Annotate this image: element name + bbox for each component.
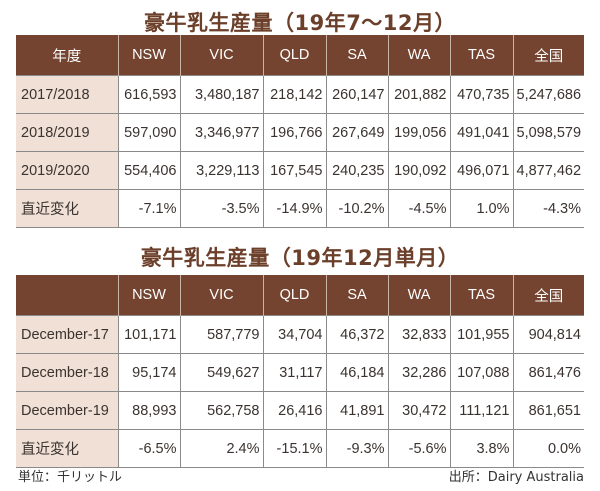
table-cell: 549,627 [179, 353, 264, 392]
source-note: 出所：Dairy Australia [448, 470, 584, 485]
table-row: 直近変化 -7.1% -3.5% -14.9% -10.2% -4.5% 1.0% -4.3% [16, 189, 584, 228]
table-cell: 199,056 [387, 113, 451, 152]
unit-note: 単位：千リットル [18, 470, 123, 485]
table-row: December-17 101,171 587,779 34,704 46,372 32,… [16, 315, 584, 354]
table-cell: -10.2% [325, 189, 389, 228]
table-cell: 34,704 [262, 315, 327, 354]
table-cell: 196,766 [262, 113, 327, 152]
column-header: 全国 [512, 35, 584, 76]
table-cell: -15.1% [262, 429, 327, 468]
column-header: VIC [179, 275, 263, 316]
table-cell: 554,406 [117, 151, 181, 190]
row-label: December-19 [16, 391, 119, 430]
table-cell: -14.9% [262, 189, 327, 228]
header-row: NSW VIC QLD SA WA TAS 全国 [16, 275, 584, 316]
table-cell: -5.6% [387, 429, 451, 468]
table-cell: 32,833 [387, 315, 451, 354]
table-cell: 167,545 [262, 151, 327, 190]
column-header: QLD [262, 35, 326, 76]
table-cell: -6.5% [117, 429, 181, 468]
table-cell: 2.4% [179, 429, 264, 468]
table-cell: 491,041 [449, 113, 514, 152]
table-cell: 3,346,977 [179, 113, 264, 152]
table-cell: 107,088 [449, 353, 514, 392]
row-label: 2019/2020 [16, 151, 119, 190]
column-header: WA [387, 275, 450, 316]
table-cell: 240,235 [325, 151, 389, 190]
column-header [16, 275, 118, 316]
column-header: QLD [262, 275, 326, 316]
table-cell: 3.8% [449, 429, 514, 468]
row-label: 2017/2018 [16, 75, 119, 114]
table-december: NSW VIC QLD SA WA TAS 全国 December-17 101,171 587,… [16, 275, 584, 468]
table-cell: 267,649 [325, 113, 389, 152]
header-row: 年度 NSW VIC QLD SA WA TAS 全国 [16, 35, 584, 76]
table-cell: 496,071 [449, 151, 514, 190]
table-cell: 5,098,579 [512, 113, 584, 152]
table-cell: -9.3% [325, 429, 389, 468]
table-cell: 30,472 [387, 391, 451, 430]
column-header: SA [325, 35, 388, 76]
table-cell: 587,779 [179, 315, 264, 354]
table-row: 2019/2020 554,406 3,229,113 167,545 240,235 1… [16, 151, 584, 190]
table-cell: 562,758 [179, 391, 264, 430]
table-cell: 101,955 [449, 315, 514, 354]
table-cell: 861,476 [512, 353, 584, 392]
table-cell: -3.5% [179, 189, 264, 228]
row-label: December-17 [16, 315, 119, 354]
table-cell: 5,247,686 [512, 75, 584, 114]
table2-title: 豪牛乳生産量（19年12月単月） [140, 246, 460, 270]
table-cell: 1.0% [449, 189, 514, 228]
table-cell: 26,416 [262, 391, 327, 430]
column-header: NSW [117, 275, 180, 316]
column-header: VIC [179, 35, 263, 76]
table-cell: 0.0% [512, 429, 584, 468]
row-label: December-18 [16, 353, 119, 392]
column-header: WA [387, 35, 450, 76]
table-cell: 597,090 [117, 113, 181, 152]
row-label: 2018/2019 [16, 113, 119, 152]
column-header: 全国 [512, 275, 584, 316]
table-row: 2018/2019 597,090 3,346,977 196,766 267,649 1… [16, 113, 584, 152]
table-cell: 31,117 [262, 353, 327, 392]
table-cell: 88,993 [117, 391, 181, 430]
column-header: TAS [449, 35, 513, 76]
table-cell: 190,092 [387, 151, 451, 190]
table-cell: 46,184 [325, 353, 389, 392]
table-cell: -4.5% [387, 189, 451, 228]
column-header: SA [325, 275, 388, 316]
row-label: 直近変化 [16, 429, 119, 468]
column-header: 年度 [16, 35, 118, 76]
column-header: NSW [117, 35, 180, 76]
table-cell: -4.3% [512, 189, 584, 228]
table-cell: 95,174 [117, 353, 181, 392]
table-cell: 46,372 [325, 315, 389, 354]
table-cell: 260,147 [325, 75, 389, 114]
table1-title: 豪牛乳生産量（19年7～12月） [143, 11, 457, 35]
table-cell: 861,651 [512, 391, 584, 430]
row-label: 直近変化 [16, 189, 119, 228]
column-header: TAS [449, 275, 513, 316]
table-cell: 470,735 [449, 75, 514, 114]
table-cell: 111,121 [449, 391, 514, 430]
table-cell: 3,480,187 [179, 75, 264, 114]
table-cell: 218,142 [262, 75, 327, 114]
table-cell: -7.1% [117, 189, 181, 228]
table-cell: 904,814 [512, 315, 584, 354]
table-row: 2017/2018 616,593 3,480,187 218,142 260,147 2… [16, 75, 584, 114]
table-jul-dec: 年度 NSW VIC QLD SA WA TAS 全国 2017/2018 616,593 3,48… [16, 35, 584, 228]
table-cell: 32,286 [387, 353, 451, 392]
table-cell: 41,891 [325, 391, 389, 430]
table-cell: 3,229,113 [179, 151, 264, 190]
table-row: December-19 88,993 562,758 26,416 41,891 30,4… [16, 391, 584, 430]
table-row: December-18 95,174 549,627 31,117 46,184 32,2… [16, 353, 584, 392]
table-cell: 4,877,462 [512, 151, 584, 190]
table-cell: 201,882 [387, 75, 451, 114]
table-row: 直近変化 -6.5% 2.4% -15.1% -9.3% -5.6% 3.8% 0.0% [16, 429, 584, 468]
table-cell: 101,171 [117, 315, 181, 354]
table-cell: 616,593 [117, 75, 181, 114]
